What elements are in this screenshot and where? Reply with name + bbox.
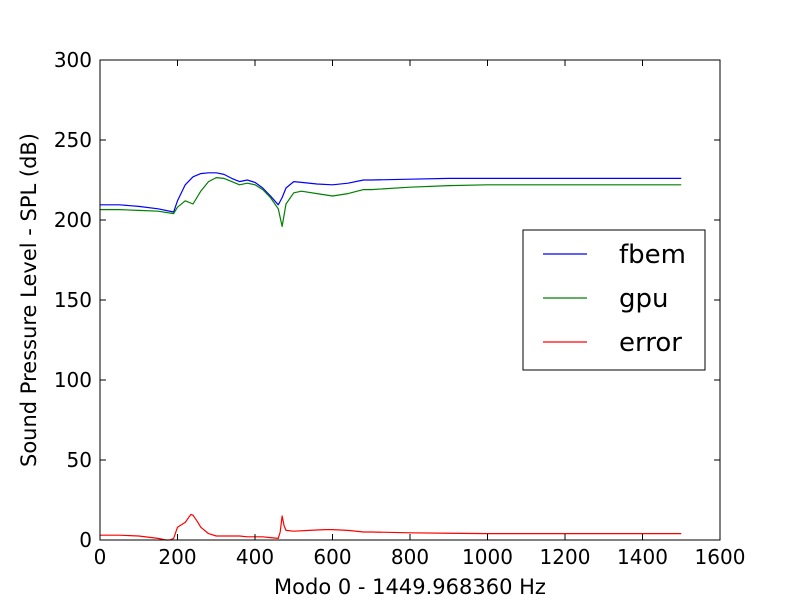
y-tick-label: 0 bbox=[79, 528, 92, 552]
x-tick-label: 1400 bbox=[617, 545, 668, 569]
y-tick-label: 50 bbox=[67, 448, 92, 472]
series-line-fbem bbox=[100, 172, 682, 213]
y-axis-label: Sound Pressure Level - SPL (dB) bbox=[17, 133, 41, 467]
legend: fbem gpu error bbox=[522, 229, 706, 371]
series-lines bbox=[100, 172, 682, 541]
axis-tick-labels: 0 200 400 600 800 1000 1200 1400 1600 0 50 100 150 20… bbox=[54, 48, 746, 569]
x-tick-label: 0 bbox=[94, 545, 107, 569]
y-tick-label: 150 bbox=[54, 288, 92, 312]
x-tick-label: 400 bbox=[236, 545, 274, 569]
x-tick-label: 1600 bbox=[695, 545, 746, 569]
x-tick-label: 600 bbox=[313, 545, 351, 569]
y-tick-label: 250 bbox=[54, 128, 92, 152]
series-line-error bbox=[100, 513, 682, 541]
axis-ticks bbox=[99, 59, 721, 541]
y-tick-label: 100 bbox=[54, 368, 92, 392]
legend-label-gpu: gpu bbox=[619, 284, 669, 314]
x-tick-label: 800 bbox=[391, 545, 429, 569]
x-tick-label: 1000 bbox=[462, 545, 513, 569]
legend-label-error: error bbox=[619, 328, 682, 358]
x-axis-label: Modo 0 - 1449.968360 Hz bbox=[274, 575, 546, 599]
y-tick-label: 200 bbox=[54, 208, 92, 232]
legend-label-fbem: fbem bbox=[619, 240, 686, 270]
x-tick-label: 200 bbox=[158, 545, 196, 569]
legend-frame bbox=[522, 229, 706, 371]
y-tick-label: 300 bbox=[54, 48, 92, 72]
x-tick-label: 1200 bbox=[540, 545, 591, 569]
series-line-gpu bbox=[100, 177, 682, 227]
